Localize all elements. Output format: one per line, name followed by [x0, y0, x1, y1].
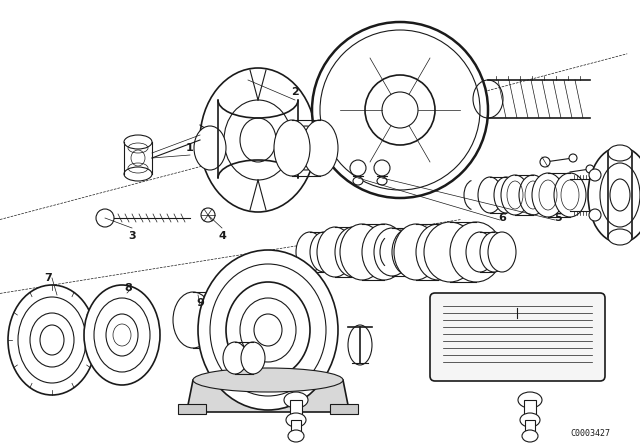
- Bar: [525, 420, 535, 432]
- Ellipse shape: [312, 22, 488, 198]
- Ellipse shape: [608, 229, 632, 245]
- Ellipse shape: [193, 368, 343, 392]
- Ellipse shape: [501, 175, 529, 215]
- Ellipse shape: [520, 413, 540, 427]
- Ellipse shape: [466, 232, 494, 272]
- Ellipse shape: [194, 126, 226, 170]
- Bar: [178, 404, 206, 414]
- Text: 1: 1: [186, 143, 194, 153]
- Ellipse shape: [588, 147, 640, 243]
- Bar: [290, 400, 302, 416]
- Ellipse shape: [554, 173, 586, 217]
- Ellipse shape: [416, 224, 460, 280]
- Ellipse shape: [173, 292, 213, 348]
- Ellipse shape: [392, 228, 428, 276]
- Ellipse shape: [594, 179, 626, 211]
- Ellipse shape: [8, 285, 96, 395]
- Ellipse shape: [518, 392, 542, 408]
- Ellipse shape: [302, 120, 338, 176]
- Ellipse shape: [198, 250, 338, 410]
- Ellipse shape: [362, 224, 406, 280]
- Ellipse shape: [286, 413, 306, 427]
- Ellipse shape: [241, 342, 265, 374]
- Ellipse shape: [374, 228, 410, 276]
- Ellipse shape: [488, 232, 516, 272]
- Ellipse shape: [317, 227, 353, 277]
- Ellipse shape: [284, 392, 308, 408]
- Ellipse shape: [274, 120, 310, 176]
- Ellipse shape: [374, 160, 390, 176]
- Text: 3: 3: [128, 231, 136, 241]
- Polygon shape: [188, 380, 348, 412]
- Ellipse shape: [480, 232, 508, 272]
- Ellipse shape: [84, 285, 160, 385]
- Ellipse shape: [540, 157, 550, 167]
- Ellipse shape: [478, 177, 502, 213]
- Ellipse shape: [201, 208, 215, 222]
- Ellipse shape: [424, 222, 476, 282]
- Ellipse shape: [310, 232, 338, 272]
- Ellipse shape: [450, 222, 502, 282]
- Text: 4: 4: [218, 231, 226, 241]
- Ellipse shape: [377, 177, 387, 185]
- Text: 9: 9: [196, 298, 204, 308]
- Ellipse shape: [288, 430, 304, 442]
- Ellipse shape: [532, 173, 564, 217]
- Ellipse shape: [353, 177, 363, 185]
- Ellipse shape: [201, 292, 241, 348]
- Ellipse shape: [589, 169, 601, 181]
- Text: C0003427: C0003427: [570, 429, 610, 438]
- Ellipse shape: [335, 227, 371, 277]
- Ellipse shape: [608, 145, 632, 161]
- Ellipse shape: [200, 68, 316, 212]
- Ellipse shape: [96, 209, 114, 227]
- Ellipse shape: [394, 224, 438, 280]
- Bar: [330, 404, 358, 414]
- Ellipse shape: [569, 154, 577, 162]
- Ellipse shape: [494, 177, 518, 213]
- Bar: [291, 420, 301, 432]
- Text: 7: 7: [44, 273, 52, 283]
- Ellipse shape: [589, 209, 601, 221]
- Ellipse shape: [350, 160, 366, 176]
- Ellipse shape: [522, 430, 538, 442]
- Ellipse shape: [519, 175, 547, 215]
- Text: 8: 8: [124, 283, 132, 293]
- Ellipse shape: [296, 232, 324, 272]
- FancyBboxPatch shape: [430, 293, 605, 381]
- Bar: [524, 400, 536, 416]
- Ellipse shape: [223, 342, 247, 374]
- Text: 2: 2: [291, 87, 299, 97]
- Ellipse shape: [586, 165, 594, 173]
- Text: 6: 6: [498, 213, 506, 223]
- Ellipse shape: [290, 126, 322, 170]
- Text: 5: 5: [554, 213, 562, 223]
- Ellipse shape: [340, 224, 384, 280]
